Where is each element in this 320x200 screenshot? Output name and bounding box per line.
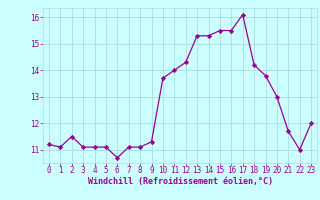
X-axis label: Windchill (Refroidissement éolien,°C): Windchill (Refroidissement éolien,°C) [87, 177, 273, 186]
